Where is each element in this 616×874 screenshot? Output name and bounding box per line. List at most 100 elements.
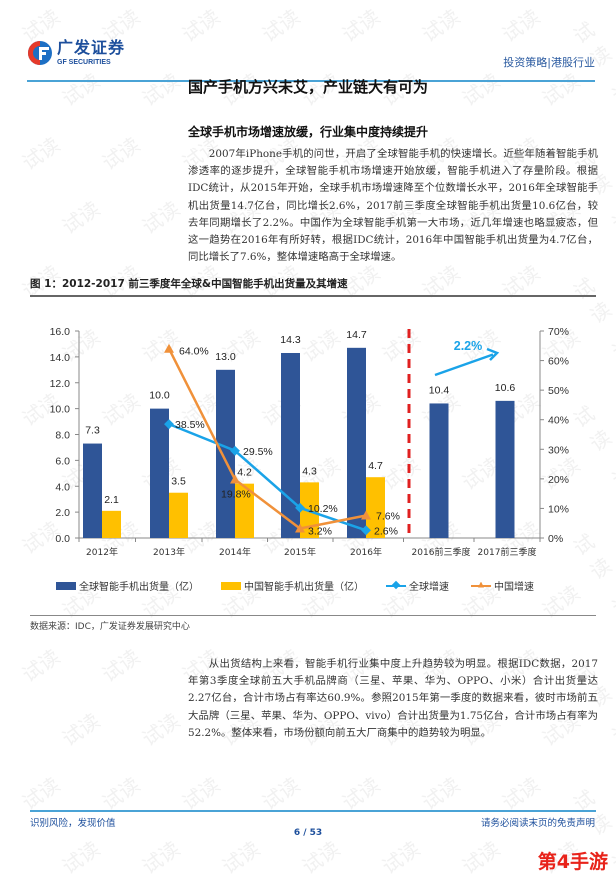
site-badge: 第4手游: [537, 851, 608, 873]
bar-china-shipments: [366, 477, 385, 538]
watermark-text: 试读: [217, 836, 265, 874]
growth-value-label: 29.5%: [243, 446, 273, 458]
watermark-text: 试读: [417, 772, 465, 816]
watermark-text: 试读: [457, 836, 505, 874]
page-header: 广发证券 GF SECURITIES 投资策略|港股行业: [27, 40, 595, 80]
bar-global-shipments: [429, 403, 449, 538]
footer-disclaimer-link[interactable]: 请务必阅读末页的免责声明: [480, 818, 595, 829]
diamond-marker-icon: [230, 445, 240, 456]
legend-item-global-growth: 全球增速: [386, 578, 449, 593]
figure-caption: 图 1：2012-2017 前三季度年全球&中国智能手机出货量及其增速: [30, 278, 348, 290]
watermark-text: 试读: [137, 836, 185, 874]
x-axis-category-label: 2014年: [219, 546, 251, 558]
bar-global-shipments: [495, 400, 515, 538]
body-paragraph-1: 2007年iPhone手机的问世，开启了全球智能手机的快速增长。近些年随着智能手…: [188, 148, 598, 264]
bar-value-label: 14.7: [346, 329, 367, 341]
watermark-text: 试读: [337, 772, 385, 816]
bar-global-shipments: [83, 443, 102, 538]
legend-swatch-china-bar: [221, 581, 241, 590]
left-axis-tick-label: 12.0: [50, 378, 71, 390]
growth-value-label: 7.6%: [376, 511, 400, 523]
report-category: 投资策略|港股行业: [503, 56, 595, 69]
left-axis-tick-label: 2.0: [55, 507, 70, 519]
growth-value-label: 10.2%: [308, 503, 338, 515]
watermark-text: 试读: [17, 644, 65, 688]
legend-label: 全球增速: [409, 582, 449, 593]
bar-global-shipments: [150, 408, 169, 538]
right-axis-tick-label: 10%: [548, 503, 569, 515]
right-axis-tick-label: 40%: [548, 415, 569, 427]
growth-arrow-icon: [434, 353, 494, 377]
legend-label: 全球智能手机出货量（亿）: [79, 582, 199, 593]
watermark-text: 试读: [257, 772, 305, 816]
watermark-text: 试读: [497, 772, 545, 816]
legend-swatch-diamond-line-icon: [386, 580, 406, 591]
x-axis-category-label: 2016前三季度: [412, 546, 471, 558]
chart-canvas: 0.0 2.0 4.0 6.0 8.0 10.0 12.0 14.0 16.0 0% 10% 20% 3…: [50, 326, 569, 558]
gf-logo-icon: [27, 40, 53, 66]
growth-line: [168, 422, 367, 532]
x-axis-category-label: 2016年: [350, 546, 382, 558]
watermark-text: 试读: [297, 836, 345, 874]
watermark-text: 试读: [97, 772, 145, 816]
left-axis-tick-label: 6.0: [55, 455, 70, 467]
bar-china-shipments: [235, 483, 254, 538]
section-heading: 全球手机市场增速放缓，行业集中度持续提升: [188, 125, 429, 139]
legend-item-china-shipments: 中国智能手机出货量（亿）: [221, 578, 364, 593]
left-axis-tick-label: 8.0: [55, 430, 70, 442]
footer-divider: [30, 810, 596, 812]
right-axis-tick-label: 60%: [548, 356, 569, 368]
x-axis-category-label: 2013年: [153, 546, 185, 558]
growth-value-label: 64.0%: [179, 346, 209, 358]
triangle-marker-icon: [295, 523, 305, 533]
watermark-text: 试读: [607, 204, 616, 236]
legend-label: 中国智能手机出货量（亿）: [244, 582, 364, 593]
legend-swatch-triangle-line-icon: [471, 581, 491, 591]
right-axis-tick-label: 30%: [548, 444, 569, 456]
shipment-chart: 0.0 2.0 4.0 6.0 8.0 10.0 12.0 14.0 16.0 0% 10% 20% 3…: [0, 296, 616, 606]
bar-china-shipments: [102, 510, 121, 538]
annotation-growth-label: 2.2%: [454, 339, 483, 353]
x-axis-category-label: 2012年: [86, 546, 118, 558]
bar-global-shipments: [216, 369, 235, 538]
watermark-text: 试读: [177, 772, 225, 816]
right-axis-tick-label: 50%: [548, 385, 569, 397]
x-axis-category-label: 2017前三季度: [478, 546, 537, 558]
page-title: 国产手机方兴未艾，产业链大有可为: [187, 78, 428, 96]
bar-value-label: 7.3: [85, 425, 100, 437]
growth-line: [167, 348, 367, 530]
source-divider: [30, 615, 596, 616]
bar-global-shipments: [347, 347, 366, 538]
watermark-text: 试读: [607, 716, 616, 748]
triangle-marker-icon: [361, 510, 371, 520]
header-divider: [27, 80, 595, 82]
right-axis-tick-label: 70%: [548, 326, 569, 338]
figure-top-rule: [30, 295, 596, 297]
legend-label: 中国增速: [494, 582, 534, 593]
bar-value-label: 2.1: [104, 494, 119, 506]
left-axis-tick-label: 0.0: [55, 533, 70, 545]
bar-global-shipments: [281, 352, 300, 538]
bar-value-label: 4.2: [237, 467, 252, 479]
logo-english-name: GF SECURITIES: [57, 59, 111, 66]
bar-value-label: 3.5: [171, 476, 186, 488]
growth-value-label: 2.6%: [374, 525, 398, 537]
right-axis-tick-label: 0%: [548, 533, 563, 545]
bar-value-label: 10.4: [429, 384, 450, 396]
watermark-text: 试读: [57, 836, 105, 874]
bar-value-label: 13.0: [215, 351, 236, 363]
data-source: 数据来源：IDC，广发证券发展研究中心: [30, 622, 190, 632]
bar-value-label: 4.3: [302, 465, 317, 477]
chart-legend: 全球智能手机出货量（亿） 中国智能手机出货量（亿） 全球增速 中国增速: [56, 578, 556, 593]
watermark-text: 试读: [97, 644, 145, 688]
watermark-text: 试读: [17, 132, 65, 176]
diamond-marker-icon: [295, 502, 305, 513]
left-axis-tick-label: 4.0: [55, 481, 70, 493]
watermark-text: 试读: [97, 132, 145, 176]
triangle-marker-icon: [230, 474, 240, 484]
bar-value-label: 4.7: [368, 460, 383, 472]
legend-swatch-global-bar: [56, 581, 76, 590]
logo-chinese-name: 广发证券: [57, 38, 126, 57]
legend-item-global-shipments: 全球智能手机出货量（亿）: [56, 578, 199, 593]
page-number: 6 / 53: [293, 828, 323, 838]
